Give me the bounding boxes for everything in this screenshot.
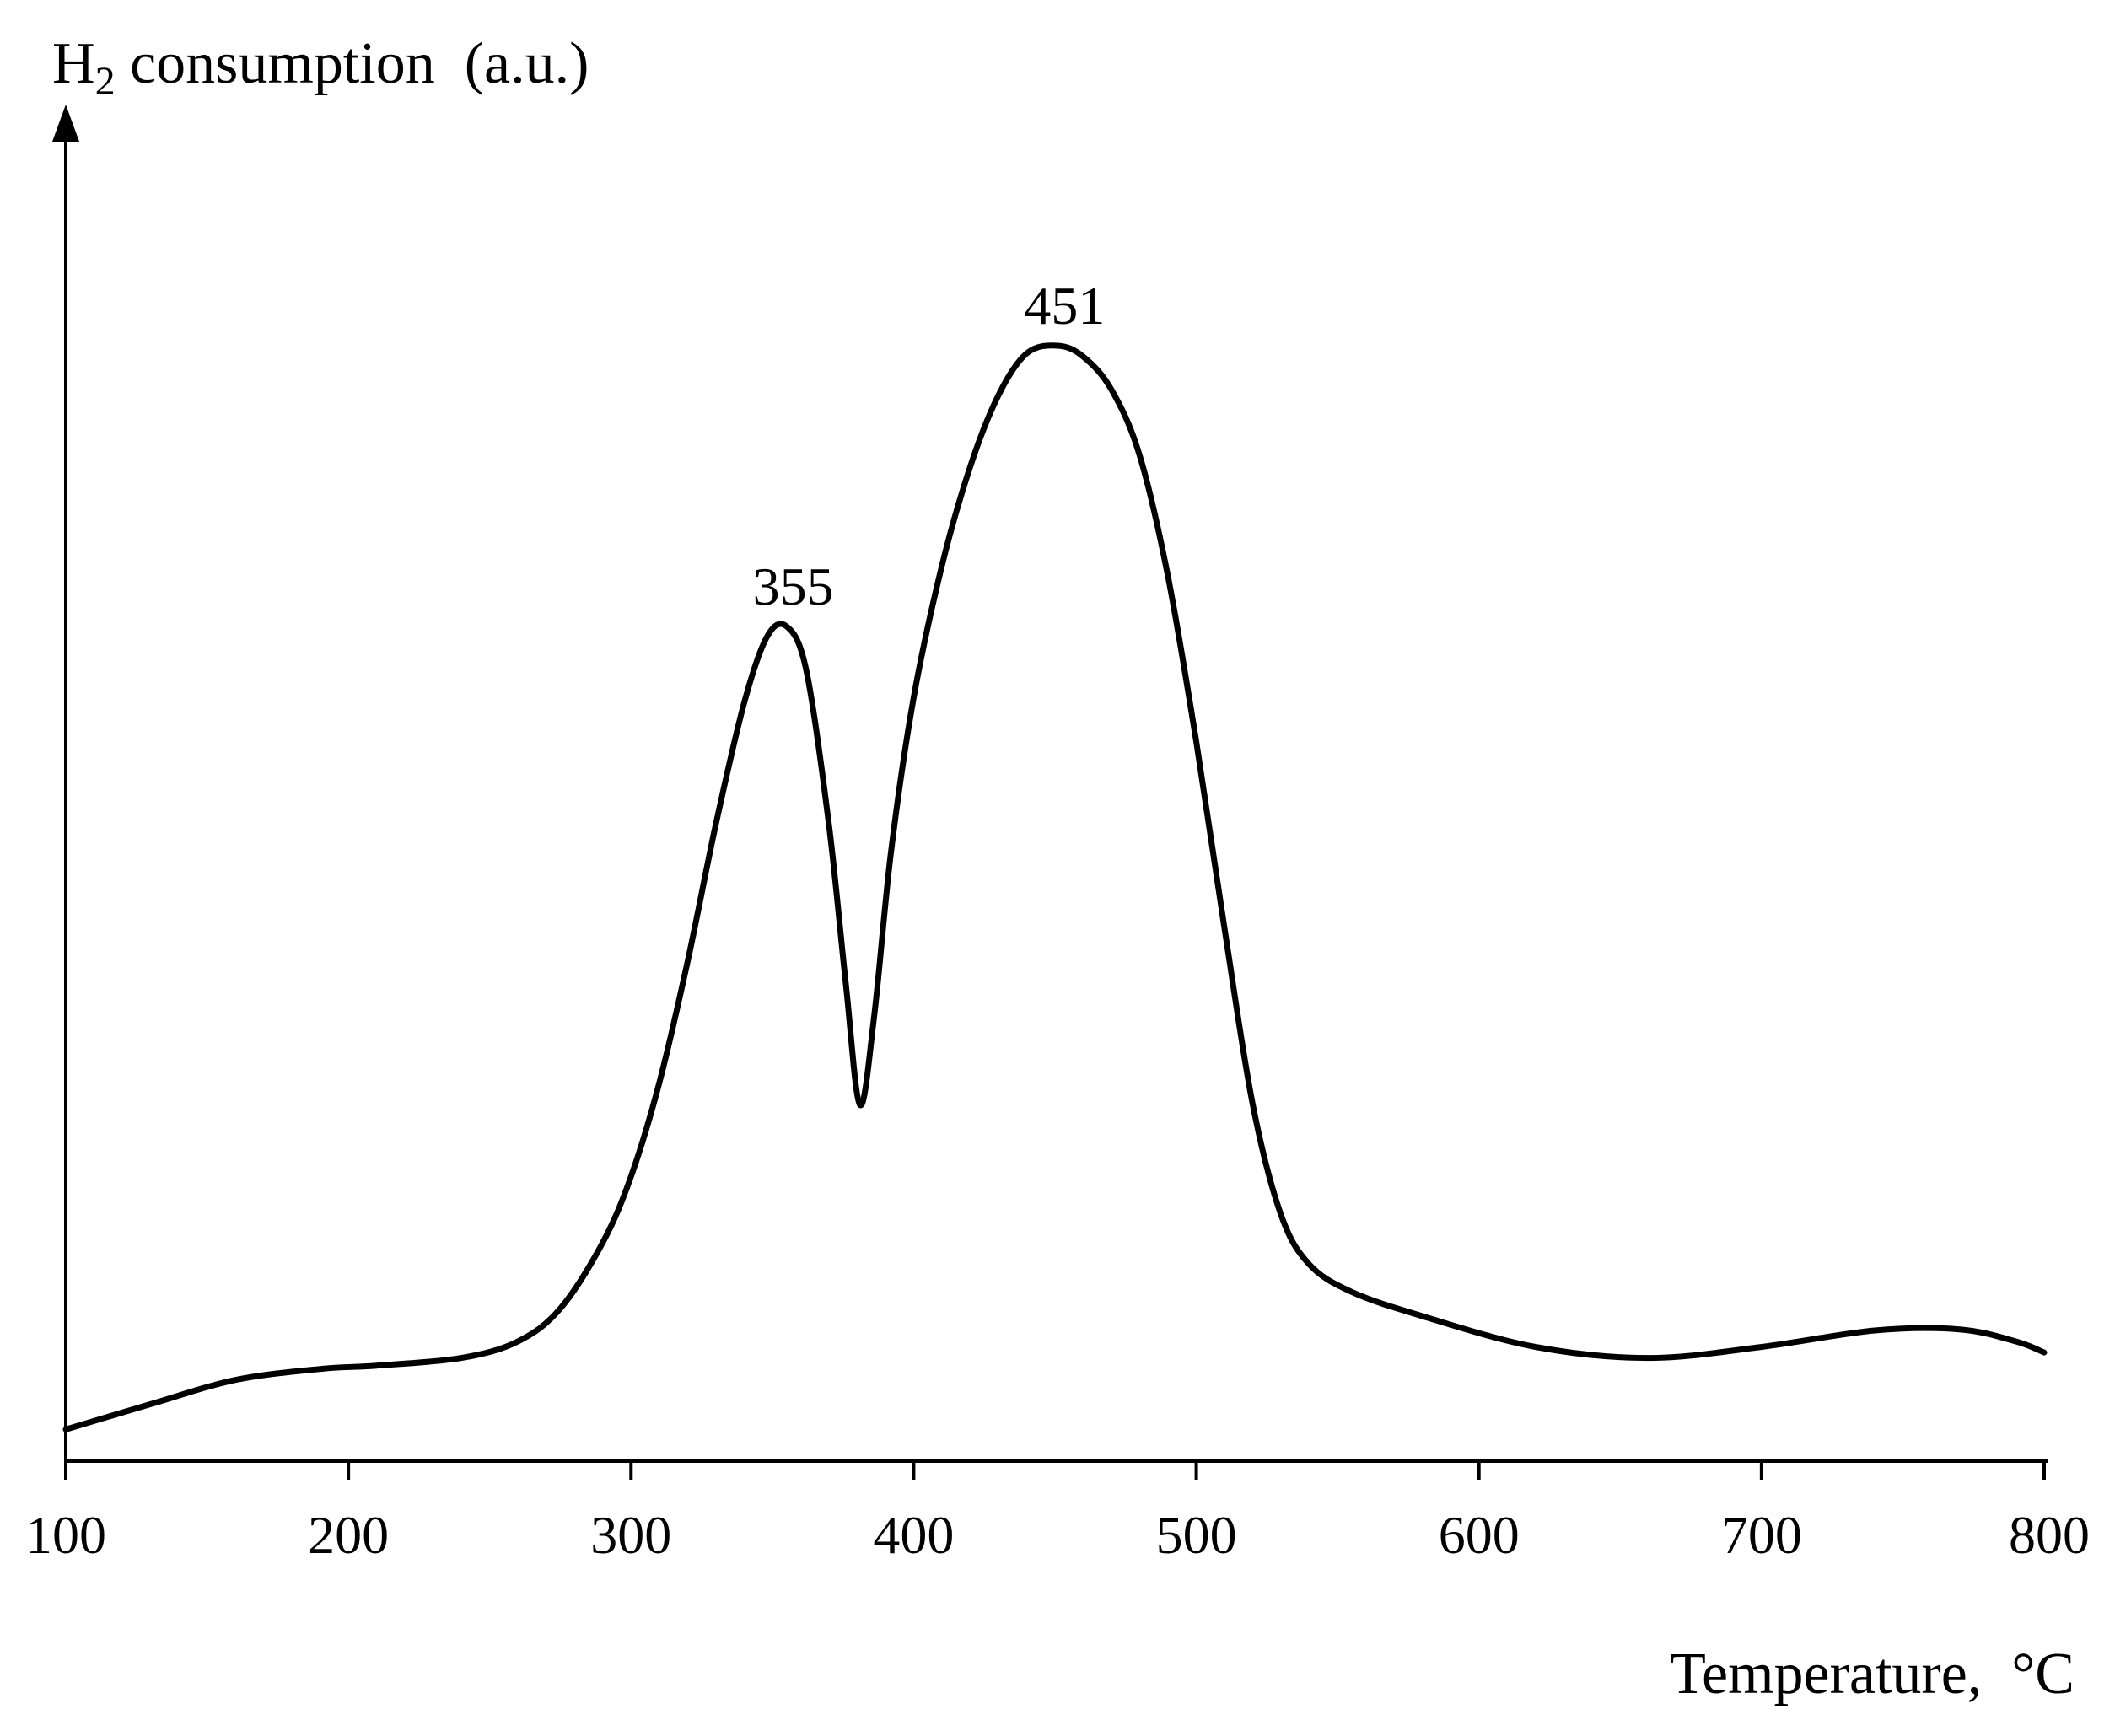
x-tick-labels: 100 200 300 400 500 600 700 800 xyxy=(25,1505,2090,1565)
x-axis-title: Temperature, °C xyxy=(1670,1642,2075,1706)
x-tick-label-500: 500 xyxy=(1156,1505,1237,1565)
x-tick-label-800: 800 xyxy=(2009,1505,2090,1565)
y-axis-arrowhead xyxy=(52,105,79,142)
series-line-h2-consumption xyxy=(62,342,2048,1432)
peak-labels: 355 451 xyxy=(753,276,1106,616)
x-tick-label-100: 100 xyxy=(25,1505,106,1565)
x-ticks xyxy=(64,1461,2046,1480)
y-axis-title-subscript: 2 xyxy=(95,59,116,104)
y-axis-title-prefix: H xyxy=(52,31,95,96)
x-tick-label-400: 400 xyxy=(873,1505,954,1565)
peak-label-355: 355 xyxy=(753,556,834,616)
x-tick-label-700: 700 xyxy=(1721,1505,1802,1565)
y-axis-title: H2 consumption (a.u.) xyxy=(52,31,589,104)
peak-label-451: 451 xyxy=(1024,276,1105,336)
x-tick-label-600: 600 xyxy=(1439,1505,1520,1565)
x-tick-label-200: 200 xyxy=(308,1505,389,1565)
y-axis-title-suffix: consumption (a.u.) xyxy=(116,31,589,96)
x-tick-label-300: 300 xyxy=(590,1505,671,1565)
